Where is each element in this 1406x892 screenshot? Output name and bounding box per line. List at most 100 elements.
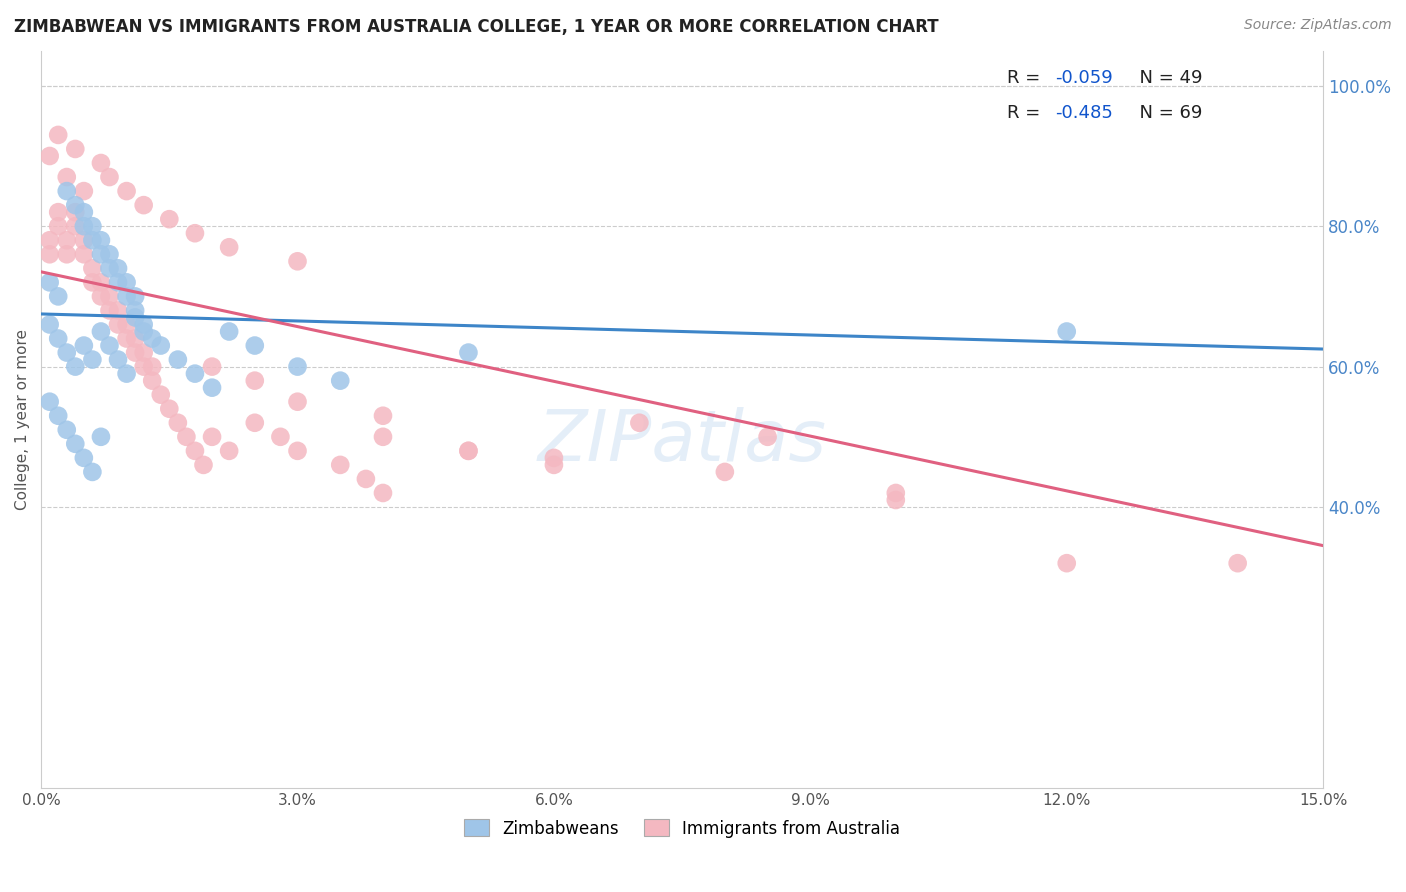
Text: -0.059: -0.059 [1056,69,1114,87]
Point [1226,556,1249,570]
Point [287,359,309,374]
Point [756,430,779,444]
Point [184,226,207,240]
Point [141,359,163,374]
Point [65,359,87,374]
Point [176,430,198,444]
Point [38,318,60,332]
Point [141,374,163,388]
Point [132,325,155,339]
Point [38,276,60,290]
Point [218,443,240,458]
Point [218,325,240,339]
Point [287,254,309,268]
Point [243,374,266,388]
Point [73,338,96,352]
Point [55,423,77,437]
Point [107,303,129,318]
Text: R =: R = [1007,104,1046,122]
Point [354,472,377,486]
Point [132,318,155,332]
Point [98,247,121,261]
Point [65,142,87,156]
Point [98,261,121,276]
Point [193,458,215,472]
Point [243,416,266,430]
Point [73,450,96,465]
Point [55,169,77,184]
Point [371,409,394,423]
Point [73,247,96,261]
Point [115,318,138,332]
Point [90,276,112,290]
Point [82,465,104,479]
Point [124,303,146,318]
Text: ZIPatlas: ZIPatlas [537,407,827,475]
Point [98,169,121,184]
Point [1056,325,1078,339]
Point [107,318,129,332]
Point [46,205,69,219]
Point [329,458,352,472]
Point [124,289,146,303]
Point [82,233,104,247]
Point [38,149,60,163]
Point [98,289,121,303]
Point [82,352,104,367]
Point [46,128,69,142]
Legend: Zimbabweans, Immigrants from Australia: Zimbabweans, Immigrants from Australia [456,811,908,846]
Point [157,401,180,416]
Point [90,233,112,247]
Point [46,219,69,234]
Point [65,198,87,212]
Point [1056,556,1078,570]
Point [98,338,121,352]
Point [73,233,96,247]
Point [55,233,77,247]
Point [90,247,112,261]
Point [107,352,129,367]
Point [107,276,129,290]
Point [38,247,60,261]
Point [457,443,479,458]
Point [884,493,907,508]
Point [124,332,146,346]
Point [218,240,240,254]
Point [38,233,60,247]
Point [98,303,121,318]
Point [371,486,394,500]
Point [65,205,87,219]
Point [90,325,112,339]
Point [115,367,138,381]
Point [115,276,138,290]
Point [90,430,112,444]
Point [132,359,155,374]
Point [90,156,112,170]
Point [132,198,155,212]
Point [55,345,77,359]
Y-axis label: College, 1 year or more: College, 1 year or more [15,329,30,509]
Point [287,394,309,409]
Point [46,332,69,346]
Point [107,261,129,276]
Point [90,289,112,303]
Point [132,345,155,359]
Text: N = 69: N = 69 [1129,104,1204,122]
Text: Source: ZipAtlas.com: Source: ZipAtlas.com [1244,18,1392,32]
Point [201,359,224,374]
Point [73,205,96,219]
Point [714,465,737,479]
Point [124,345,146,359]
Point [287,443,309,458]
Point [157,212,180,227]
Text: ZIMBABWEAN VS IMMIGRANTS FROM AUSTRALIA COLLEGE, 1 YEAR OR MORE CORRELATION CHAR: ZIMBABWEAN VS IMMIGRANTS FROM AUSTRALIA … [14,18,939,36]
Point [329,374,352,388]
Point [65,437,87,451]
Text: N = 49: N = 49 [1129,69,1204,87]
Point [82,261,104,276]
Point [184,367,207,381]
Point [115,184,138,198]
Point [55,184,77,198]
Point [124,310,146,325]
Point [55,247,77,261]
